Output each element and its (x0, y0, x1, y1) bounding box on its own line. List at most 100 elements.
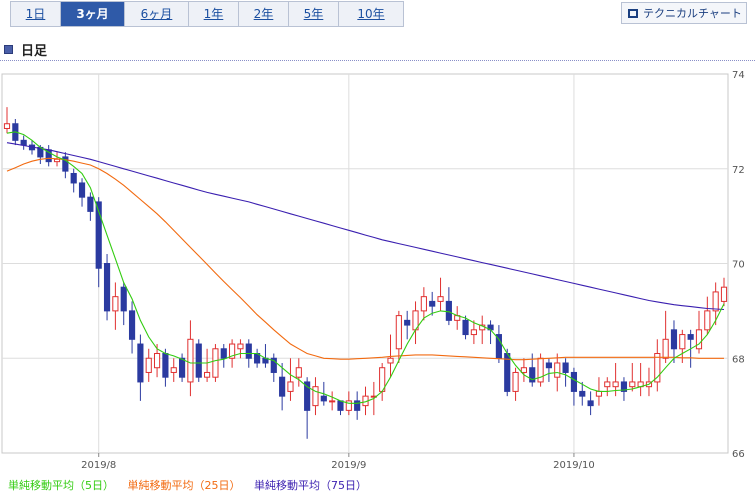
ma5-line (6, 131, 725, 404)
window-icon (628, 8, 638, 18)
candle-down (429, 300, 436, 307)
tab-1y[interactable]: 1年 (189, 2, 239, 26)
candle-up (604, 381, 611, 388)
candle-down (162, 353, 169, 378)
y-tick-label: 66 (732, 449, 745, 460)
candle-up (153, 353, 161, 369)
candle-down (562, 362, 569, 373)
chart-legend: 単純移動平均（5日） 単純移動平均（25日） 単純移動平均（75日） (8, 477, 377, 493)
candle-up (212, 348, 219, 378)
candle-down (70, 172, 77, 184)
legend-ma75: 単純移動平均（75日） (254, 479, 367, 492)
candle-down (245, 343, 252, 359)
candle-up (520, 367, 527, 373)
candle-down (687, 334, 694, 340)
candle-down (95, 201, 102, 269)
period-tabs: 1日 3ヶ月 6ヶ月 1年 2年 5年 10年 (10, 1, 404, 27)
technical-chart-label: テクニカルチャート (643, 7, 742, 20)
candle-up (554, 362, 561, 378)
candle-down (103, 263, 111, 312)
candle-up (512, 371, 519, 392)
candle-up (145, 357, 152, 373)
candle-down (570, 371, 578, 392)
tab-3m[interactable]: 3ヶ月 (61, 2, 125, 26)
candle-down (670, 329, 678, 350)
y-tick-label: 74 (732, 70, 745, 81)
candle-up (679, 334, 686, 350)
square-bullet-icon (4, 45, 13, 54)
candle-up (537, 357, 544, 383)
candle-up (329, 400, 336, 403)
candle-up (395, 315, 402, 350)
candle-down (337, 400, 344, 411)
candle-up (720, 286, 728, 302)
legend-ma5: 単純移動平均（5日） (8, 479, 114, 492)
candle-down (404, 319, 411, 326)
period-title: 日足 (4, 40, 47, 59)
candle-up (204, 371, 211, 378)
candle-down (78, 182, 86, 198)
candle-up (237, 343, 244, 350)
period-title-label: 日足 (21, 44, 48, 59)
candle-up (312, 386, 319, 407)
candle-up (53, 158, 61, 163)
candle-down (20, 139, 27, 146)
candle-up (420, 296, 427, 312)
tab-6m[interactable]: 6ヶ月 (125, 2, 189, 26)
candle-up (287, 381, 294, 392)
candle-down (87, 196, 94, 212)
candle-up (612, 381, 619, 388)
y-tick-label: 72 (732, 165, 745, 176)
legend-ma25: 単純移動平均（25日） (127, 479, 241, 492)
candle-down (545, 362, 553, 369)
ma25-line (6, 157, 724, 361)
candle-down (354, 400, 361, 411)
candle-up (112, 296, 119, 312)
candle-up (704, 310, 711, 331)
candle-down (445, 300, 452, 321)
candle-down (579, 390, 586, 397)
candle-down (62, 156, 69, 172)
candle-down (620, 381, 628, 392)
candle-down (137, 343, 144, 383)
candle-down (270, 357, 277, 373)
candle-up (712, 291, 719, 312)
candle-up (229, 343, 236, 359)
candle-up (470, 329, 477, 336)
candle-down (178, 357, 186, 378)
candle-up (437, 296, 444, 302)
candle-up (187, 338, 194, 383)
candle-up (3, 123, 11, 129)
candle-down (462, 319, 469, 336)
tab-5y[interactable]: 5年 (289, 2, 339, 26)
y-tick-label: 70 (732, 260, 745, 271)
candle-up (629, 381, 636, 388)
candle-up (662, 338, 669, 359)
candle-up (595, 390, 603, 397)
candle-up (695, 329, 703, 350)
candle-down (279, 376, 286, 397)
candle-down (220, 348, 227, 359)
tab-1d[interactable]: 1日 (11, 2, 61, 26)
tab-2y[interactable]: 2年 (239, 2, 289, 26)
technical-chart-button[interactable]: テクニカルチャート (621, 2, 747, 24)
candle-down (120, 286, 127, 312)
candle-down (128, 310, 136, 340)
candle-up (387, 357, 394, 364)
candle-down (495, 334, 502, 359)
x-tick-label: 2019/8 (81, 460, 116, 471)
candle-down (304, 381, 311, 411)
candle-down (320, 395, 327, 402)
candle-up (345, 400, 352, 411)
ma75-line (6, 142, 725, 311)
candle-down (587, 400, 594, 407)
candle-up (295, 367, 302, 378)
candle-down (529, 367, 536, 383)
title-divider (0, 60, 755, 61)
candle-up (170, 367, 177, 373)
tab-10y[interactable]: 10年 (357, 7, 385, 21)
candle-up (654, 353, 661, 383)
x-tick-label: 2019/10 (553, 460, 595, 471)
x-tick-label: 2019/9 (331, 460, 366, 471)
